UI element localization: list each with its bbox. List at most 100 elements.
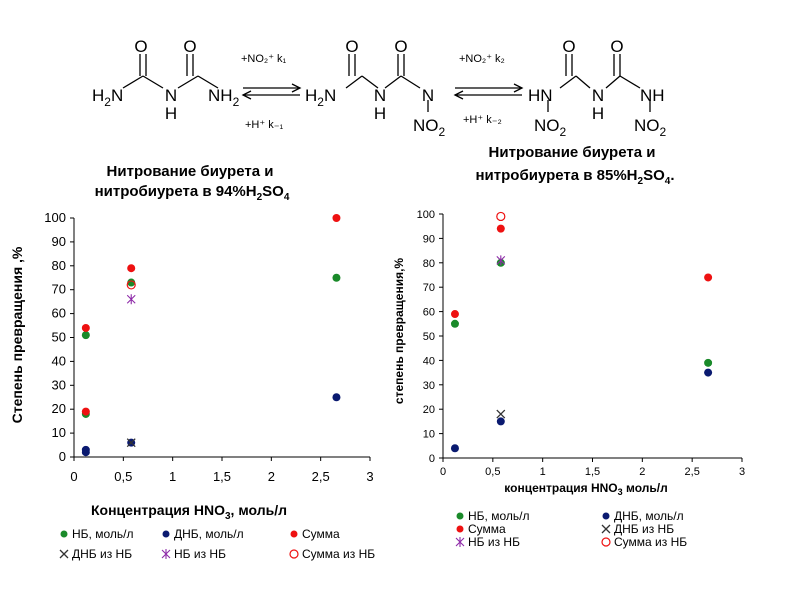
molecule-nitrobiuret xyxy=(345,54,429,112)
chart-94-title: Нитрование биурета и нитробиурета в 94%H… xyxy=(95,163,290,203)
chart-94-y-tick-label: 50 xyxy=(52,330,66,345)
chart-85-point-nb-from-nb xyxy=(496,255,506,266)
chart-85-legend-label: ДНБ, моль/л xyxy=(614,509,684,523)
chart-94-point-sum xyxy=(81,407,90,416)
chart-94-point-sum-from-nb xyxy=(126,280,136,290)
chart-94-legend-marker-dnb xyxy=(162,530,170,538)
chart-85-y-tick-label: 20 xyxy=(423,404,435,416)
chart-94-point-nb xyxy=(81,331,90,340)
chart-94-point-nb xyxy=(332,273,341,282)
atom-nh-h: H xyxy=(374,104,386,123)
chart-85-y-tick-label: 90 xyxy=(423,233,435,245)
equilibrium-arrow-2 xyxy=(453,83,524,100)
chart-94-point-nb xyxy=(127,278,136,287)
chart-94-legend-marker-sum-from-nb xyxy=(289,549,299,559)
chart-85-ylabel: степень превращения,% xyxy=(392,258,406,404)
chart-85-y-tick-label: 60 xyxy=(423,307,435,319)
chart-85-point-sum xyxy=(496,224,505,233)
chart-94-legend-marker-nb-from-nb xyxy=(161,549,171,559)
chart-94-x-tick-label: 1 xyxy=(169,469,176,484)
chart-94-title-line1: Нитрование биурета и xyxy=(107,163,274,180)
atom-h2n: H2N xyxy=(305,86,336,109)
chart-85-point-nb xyxy=(450,319,459,328)
chart-94-x-tick-label: 1,5 xyxy=(213,469,231,484)
chart-85-legend-marker-sum-from-nb xyxy=(601,537,611,547)
chart-85-legend-label: НБ, моль/л xyxy=(468,509,529,523)
chart-94-legend-label: Сумма xyxy=(302,527,340,541)
atom-o: O xyxy=(610,37,623,56)
chart-85-legend-marker-sum xyxy=(456,525,464,533)
chart-94-y-tick-label: 10 xyxy=(52,425,66,440)
chart-85-legend-label: Сумма из НБ xyxy=(614,535,687,549)
chart-85-title: Нитрование биурета и нитробиурета в 85%H… xyxy=(476,144,675,187)
chart-85-legend-marker-nb xyxy=(456,512,464,520)
chart-94-point-dnb xyxy=(332,393,341,402)
chart-85-legend-marker-nb-from-nb xyxy=(455,537,465,547)
chart-85-y-tick-label: 40 xyxy=(423,355,435,367)
chart-94-legend: НБ, моль/л ДНБ, моль/л Сумма ДНБ из НБ НБ из… xyxy=(59,527,375,561)
chart-85-y-tick-label: 30 xyxy=(423,380,435,392)
chart-94-y-tick-label: 0 xyxy=(59,449,66,464)
chart-94-y-tick-label: 30 xyxy=(52,377,66,392)
chart-94-point-nb-from-nb xyxy=(126,294,136,305)
chart-94-y-tick-label: 20 xyxy=(52,401,66,416)
atom-o: O xyxy=(134,37,147,56)
chart-85-y-tick-label: 10 xyxy=(423,429,435,441)
chart-85-title-line1: Нитрование биурета и xyxy=(489,144,656,161)
reaction-scheme xyxy=(122,54,651,112)
atom-nh: N xyxy=(592,86,604,105)
chart-85-legend-label: ДНБ из НБ xyxy=(614,522,674,536)
chart-94-plot: 0 10 20 30 40 50 60 70 80 90 100 0 0,5 1 1,5 2 2,5 3 xyxy=(44,210,373,484)
chart-94-x-tick-label: 2 xyxy=(268,469,275,484)
chart-85-legend: НБ, моль/л ДНБ, моль/л Сумма ДНБ из НБ НБ из… xyxy=(455,509,687,549)
chart-94-y-tick-label: 90 xyxy=(52,234,66,249)
chart-94-xlabel: Концентрация HNO3, моль/л xyxy=(91,502,287,522)
chart-85-point-sum-from-nb xyxy=(496,211,506,222)
chart-85-y-tick-label: 80 xyxy=(423,258,435,270)
chart-94-y-tick-label: 100 xyxy=(44,210,66,225)
step1-reverse-label: +H⁺ k₋₁ xyxy=(245,119,284,131)
chart-94-point-sum xyxy=(127,264,136,273)
chart-94-legend-label: Сумма из НБ xyxy=(302,547,375,561)
chart-94-legend-marker-dnb-from-nb xyxy=(59,549,69,559)
chart-85-y-tick-label: 70 xyxy=(423,282,435,294)
chart-85-x-tick-label: 3 xyxy=(739,466,745,478)
chart-85-legend-label: Сумма xyxy=(468,522,506,536)
step1-forward-label: +NO₂⁺ k₁ xyxy=(241,53,287,65)
atom-nh-h: H xyxy=(165,104,177,123)
chart-94-ylabel: Степень превращения ,% xyxy=(9,246,25,423)
molecule-biuret xyxy=(122,54,219,89)
chart-94-x-tick-label: 3 xyxy=(366,469,373,484)
chart-94-legend-marker-sum xyxy=(290,530,298,538)
chart-85-plot: 0 10 20 30 40 50 60 70 80 90 100 0 0,5 1 1,5 2 2,5 3 xyxy=(417,209,745,478)
chart-94-legend-label: ДНБ, моль/л xyxy=(174,527,244,541)
reaction-scheme-atoms: O O H2N N H NH2 O O H2N N H N NO2 O O HN… xyxy=(92,37,667,139)
chart-85-y-tick-label: 0 xyxy=(429,453,435,465)
atom-nh: NH xyxy=(640,86,665,105)
molecule-dinitrobiuret xyxy=(547,54,651,112)
chart-94-point-dnb xyxy=(81,448,90,457)
atom-no2: NO2 xyxy=(413,116,446,139)
chart-94-x-tick-label: 0 xyxy=(70,469,77,484)
atom-o: O xyxy=(345,37,358,56)
chart-85-point-dnb xyxy=(704,368,713,377)
step2-reverse-label: +H⁺ k₋₂ xyxy=(463,114,502,126)
chart-85-point-dnb xyxy=(496,417,505,426)
chart-94-point-dnb-from-nb xyxy=(126,438,136,448)
atom-no2: NO2 xyxy=(634,116,667,139)
chart-85-xlabel: концентрация HNO3 моль/л xyxy=(504,481,667,497)
chart-85-x-tick-label: 1,5 xyxy=(585,466,600,478)
chart-94-x-tick-label: 2,5 xyxy=(312,469,330,484)
chart-85-point-sum xyxy=(704,273,713,282)
chart-85-y-tick-label: 50 xyxy=(423,331,435,343)
chart-94-legend-marker-nb xyxy=(60,530,68,538)
chart-85-legend-label: НБ из НБ xyxy=(468,535,520,549)
chart-85-point-dnb-from-nb xyxy=(496,409,506,419)
chart-85-x-tick-label: 2,5 xyxy=(685,466,700,478)
atom-nh: N xyxy=(374,86,386,105)
chart-85-point-nb xyxy=(704,358,713,367)
chart-85-x-tick-label: 1 xyxy=(540,466,546,478)
chart-94-y-tick-label: 80 xyxy=(52,258,66,273)
chart-94-y-tick-label: 60 xyxy=(52,306,66,321)
